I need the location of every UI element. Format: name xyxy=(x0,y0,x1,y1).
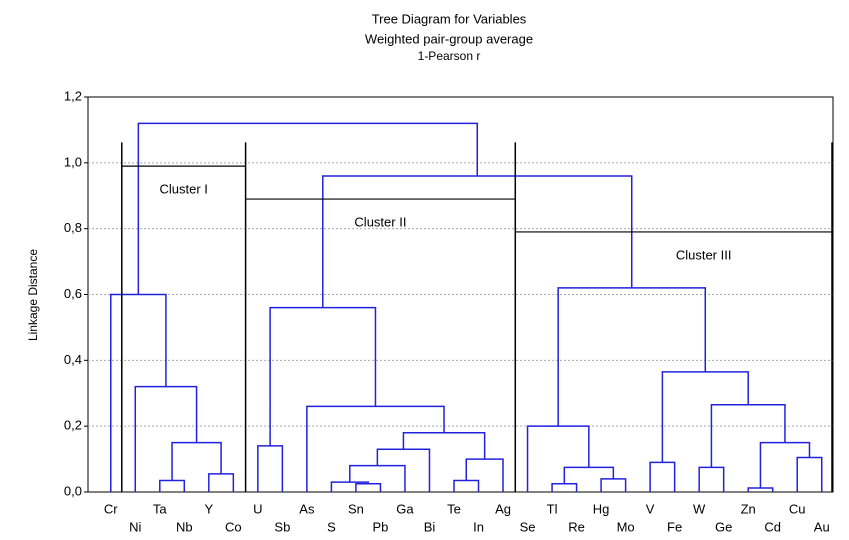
dendrogram-link xyxy=(526,425,590,492)
y-tick-label: 1,0 xyxy=(64,154,82,169)
x-tick-label: Cu xyxy=(789,501,806,516)
x-tick-label: Nb xyxy=(176,519,193,534)
y-tick-label: 0,2 xyxy=(64,418,82,433)
dendrogram-link xyxy=(649,461,676,492)
dendrogram-link xyxy=(159,479,186,492)
y-axis-label: Linkage Distance xyxy=(26,249,40,341)
x-tick-label: Au xyxy=(814,519,830,534)
y-tick-label: 0,4 xyxy=(64,352,82,367)
chart-subtitle: Weighted pair-group average xyxy=(365,31,533,46)
x-tick-label: Cr xyxy=(104,501,118,516)
dendrogram-link xyxy=(137,122,479,295)
dendrogram-link xyxy=(747,487,774,492)
x-tick-label: Pb xyxy=(372,519,388,534)
dendrogram-link xyxy=(661,371,749,463)
x-tick-label: Ni xyxy=(129,519,141,534)
x-tick-label: Y xyxy=(204,501,213,516)
x-tick-label: Ge xyxy=(715,519,732,534)
x-tick-label: Te xyxy=(447,501,461,516)
y-tick-label: 1,2 xyxy=(64,88,82,103)
x-tick-label: Ag xyxy=(495,501,511,516)
x-tick-label: Co xyxy=(225,519,242,534)
x-tick-label: Zn xyxy=(741,501,756,516)
chart-subtitle: 1-Pearson r xyxy=(418,49,481,63)
cluster-label: Cluster III xyxy=(676,247,732,262)
y-tick-label: 0,6 xyxy=(64,286,82,301)
x-tick-label: Se xyxy=(520,519,536,534)
dendrogram-link xyxy=(376,448,431,492)
cluster-label: Cluster I xyxy=(159,182,207,197)
dendrogram-link xyxy=(698,466,725,492)
x-tick-label: Re xyxy=(568,519,585,534)
dendrogram-link xyxy=(269,306,377,446)
dendrogram-link xyxy=(453,479,480,492)
dendrogram-link xyxy=(349,464,406,492)
dendrogram-link xyxy=(557,287,707,427)
x-tick-label: U xyxy=(253,501,262,516)
x-tick-label: Hg xyxy=(593,501,610,516)
x-tick-label: S xyxy=(327,519,336,534)
dendrogram-link xyxy=(563,466,615,484)
x-tick-label: Fe xyxy=(667,519,682,534)
y-tick-label: 0,8 xyxy=(64,220,82,235)
dendrogram-link xyxy=(759,441,811,489)
x-tick-label: Tl xyxy=(547,501,558,516)
dendrogram-link xyxy=(257,445,284,492)
dendrogram-link xyxy=(306,405,445,492)
dendrogram-link xyxy=(110,293,167,492)
dendrogram-link xyxy=(355,483,382,492)
x-tick-label: Sb xyxy=(274,519,290,534)
dendrogram-link xyxy=(208,473,235,492)
dendrogram-link xyxy=(465,458,504,492)
dendrogram-link xyxy=(551,483,578,492)
dendrogram-link xyxy=(796,456,823,492)
x-tick-label: V xyxy=(646,501,655,516)
dendrogram-link xyxy=(600,478,627,492)
x-tick-label: Ta xyxy=(153,501,168,516)
x-tick-label: Ga xyxy=(396,501,414,516)
x-tick-label: Mo xyxy=(617,519,635,534)
dendrogram-link xyxy=(402,432,486,460)
dendrogram-link xyxy=(710,404,786,468)
cluster-label: Cluster II xyxy=(354,214,406,229)
x-tick-label: As xyxy=(299,501,315,516)
x-tick-label: W xyxy=(693,501,706,516)
x-tick-label: Bi xyxy=(424,519,436,534)
x-tick-label: In xyxy=(473,519,484,534)
x-tick-label: Sn xyxy=(348,501,364,516)
dendrogram-link xyxy=(134,385,198,492)
dendrogram-link xyxy=(171,441,222,481)
x-tick-label: Cd xyxy=(764,519,781,534)
y-tick-label: 0,0 xyxy=(64,483,82,498)
chart-title: Tree Diagram for Variables xyxy=(372,11,527,26)
